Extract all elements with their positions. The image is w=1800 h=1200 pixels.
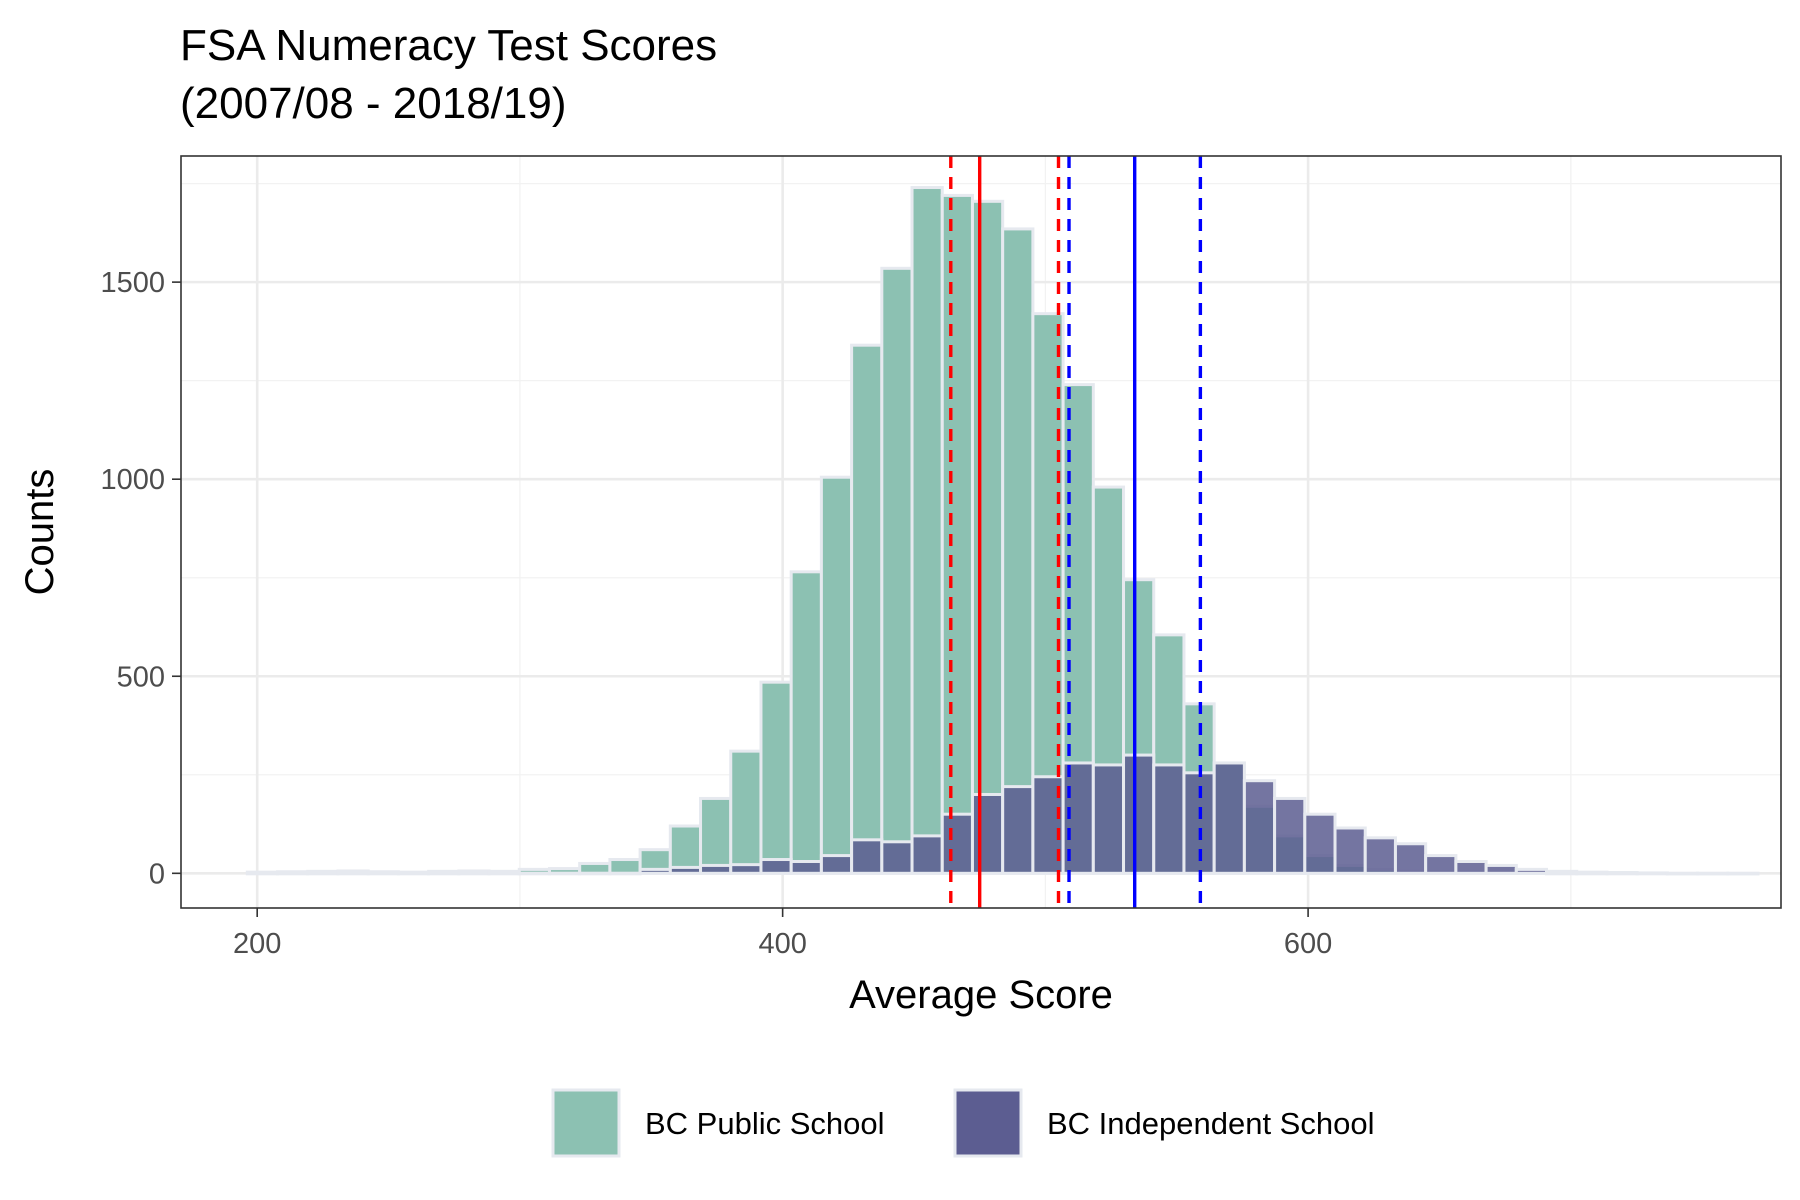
independent-school-bar [1393,842,1428,875]
public-school-bar [880,266,914,875]
public-school-bar [850,343,884,875]
independent-school-bar [1665,871,1700,876]
plot-panel-border [180,155,1782,909]
independent-school-bar [547,871,582,876]
legend-label-independent-school: BC Independent School [1047,1106,1374,1141]
independent-school-bar [396,871,431,876]
x-tick-label: 200 [233,928,281,960]
independent-school-bar [1514,867,1549,875]
independent-school-bar [457,871,491,876]
y-tick-label: 1000 [100,464,165,496]
independent-school-bar [366,871,400,876]
independent-school-bar [880,840,914,875]
independent-school-bar [1696,871,1730,876]
public-school-bar [819,475,854,875]
independent-school-bar [940,812,974,875]
legend-key-public-school [551,1088,621,1158]
independent-school-bar [427,871,461,876]
independent-school-bar [1212,761,1246,875]
independent-school-bar [1575,870,1609,875]
x-axis-title: Average Score [849,973,1113,1017]
legend-key-independent-school [953,1088,1023,1158]
y-tick-label: 500 [117,661,165,693]
independent-school-bar [1545,869,1579,875]
chart-title: FSA Numeracy Test Scores (2007/08 - 2018… [180,21,717,128]
public-school-bar [1001,227,1035,875]
legend: BC Public School BC Independent School [551,1088,1374,1158]
independent-school-bar [306,871,340,876]
independent-school-bar [1001,785,1035,875]
x-tick-label: 400 [758,928,806,960]
chart-title-line-2: (2007/08 - 2018/19) [180,79,567,128]
independent-school-bar [1635,871,1669,875]
independent-school-bar [336,871,370,876]
independent-school-bar [1454,859,1488,875]
independent-school-bar [729,863,763,875]
public-school-bar [699,796,733,875]
independent-school-bar [1091,763,1126,875]
independent-school-bar [759,858,793,875]
independent-school-bar [578,871,612,876]
reference-lines [949,156,1203,908]
y-tick-label: 0 [149,858,165,890]
independent-school-bar [1122,753,1156,875]
y-axis-title: Counts [18,469,62,596]
independent-school-bar [1363,836,1397,875]
chart-title-line-1: FSA Numeracy Test Scores [180,21,717,70]
y-tick-label: 1500 [100,267,165,299]
independent-school-bar [1273,796,1307,875]
independent-school-bar [517,871,551,876]
public-school-bar [910,186,944,875]
independent-school-bar [1484,863,1518,875]
independent-school-bar [638,867,672,875]
independent-school-bar [487,871,521,876]
public-school-bar [759,680,793,875]
public-school-bar [970,199,1005,875]
independent-school-bar [1242,779,1277,875]
independent-school-bar [1152,763,1186,875]
independent-school-bar [910,834,944,875]
independent-school-bar [608,871,642,876]
public-school-bar [789,570,823,875]
independent-school-bar [970,792,1005,875]
x-tick-label: 600 [1284,928,1332,960]
independent-school-bar [1303,812,1337,875]
independent-school-bar [1424,854,1458,875]
legend-label-public-school: BC Public School [645,1106,885,1141]
independent-school-bar [668,865,703,875]
independent-school-bar [850,838,884,875]
independent-school-bar [1726,871,1760,876]
independent-school-bar [276,871,310,876]
public-school-bar [608,858,642,875]
x-axis: 200 400 600 [233,908,1332,960]
public-school-bar [729,749,763,875]
y-axis: 0 500 1000 1500 [100,267,181,890]
independent-school-bar [245,871,280,876]
independent-school-bar [1605,871,1639,875]
independent-school-bar [819,854,854,875]
independent-school-bar [1333,826,1367,875]
public-school-bar [668,824,703,875]
public-school-bar [940,193,974,875]
independent-school-bar [699,863,733,875]
independent-school-bar [789,859,823,875]
